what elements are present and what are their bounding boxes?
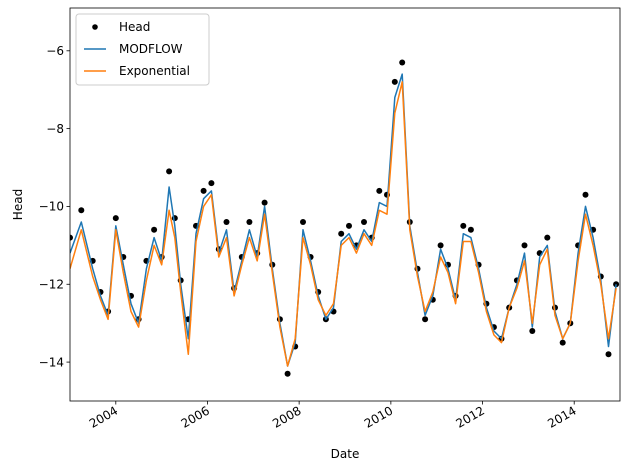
head-observation-point: [544, 234, 551, 241]
legend-head-marker: [92, 24, 98, 30]
legend-exponential-label: Exponential: [119, 64, 190, 78]
head-observation-point: [284, 370, 291, 377]
exponential-series-line: [70, 81, 617, 367]
y-tick-label: −14: [39, 355, 64, 369]
head-observation-point: [376, 187, 383, 194]
head-observation-point: [338, 230, 345, 237]
legend-box: [75, 13, 210, 86]
x-axis-label: Date: [331, 447, 360, 461]
head-observation-point: [151, 226, 158, 233]
head-observation-point: [261, 199, 268, 206]
head-observation-point: [437, 242, 444, 249]
head-observation-point: [208, 180, 215, 187]
y-tick-label: −10: [39, 200, 64, 214]
head-observation-point: [112, 215, 119, 222]
head-observation-point: [166, 168, 173, 175]
head-observation-point: [391, 78, 398, 85]
y-tick-label: −6: [46, 44, 64, 58]
head-observation-point: [223, 219, 230, 225]
legend: Head MODFLOW Exponential: [75, 13, 210, 86]
head-observation-point: [361, 219, 367, 225]
head-observation-point: [200, 187, 207, 194]
head-observation-point: [521, 242, 528, 249]
head-observation-point: [529, 328, 536, 334]
head-observation-point: [399, 59, 406, 66]
plot-marks: [70, 59, 620, 377]
head-observation-point: [300, 219, 306, 225]
head-observation-point: [422, 316, 429, 323]
head-observation-point: [605, 351, 612, 358]
head-observation-point: [582, 191, 589, 198]
y-axis: −14 −12 −10 −8 −6: [39, 44, 70, 369]
legend-modflow-label: MODFLOW: [119, 42, 183, 56]
y-tick-label: −12: [39, 278, 64, 292]
head-observation-point: [559, 339, 566, 346]
legend-head-label: Head: [119, 20, 150, 34]
head-observation-point: [246, 219, 253, 225]
y-tick-label: −8: [46, 122, 64, 136]
head-observation-point: [346, 222, 352, 229]
head-observation-point: [78, 207, 85, 214]
head-observation-point: [70, 234, 73, 241]
head-observation-point: [460, 222, 467, 229]
plot-frame: [69, 7, 621, 402]
y-axis-label: Head: [11, 189, 25, 220]
head-observation-point: [467, 226, 474, 233]
